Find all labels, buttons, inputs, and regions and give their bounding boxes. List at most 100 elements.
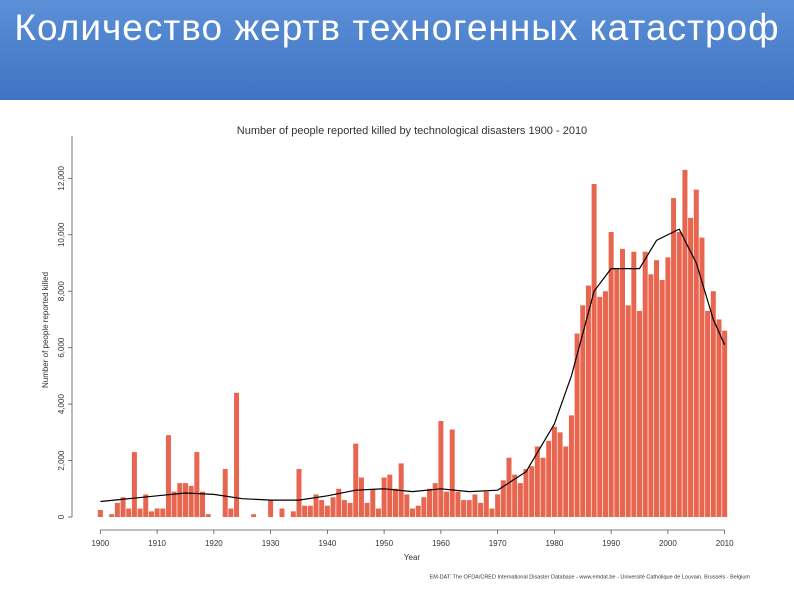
bar bbox=[313, 494, 319, 517]
trend-line bbox=[100, 228, 726, 503]
bar bbox=[710, 291, 716, 517]
bar bbox=[319, 500, 325, 517]
bar bbox=[546, 440, 552, 517]
bar bbox=[557, 432, 563, 517]
x-tick-label: 1930 bbox=[262, 539, 280, 548]
x-tick-label: 1940 bbox=[318, 539, 336, 548]
bar bbox=[120, 497, 126, 517]
bar bbox=[154, 508, 160, 517]
x-tick-label: 1900 bbox=[91, 539, 109, 548]
bar bbox=[597, 296, 603, 517]
bar bbox=[614, 268, 620, 517]
x-tick-label: 1960 bbox=[432, 539, 450, 548]
bar bbox=[659, 279, 665, 517]
bar bbox=[234, 392, 240, 517]
y-tick-label: 2,000 bbox=[57, 450, 66, 471]
bar bbox=[625, 305, 631, 517]
bar bbox=[364, 502, 370, 517]
chart-title: Number of people reported killed by tech… bbox=[237, 125, 587, 137]
bar bbox=[97, 509, 103, 517]
bar bbox=[353, 443, 359, 517]
bar bbox=[296, 469, 302, 517]
bar bbox=[682, 169, 688, 517]
bar bbox=[506, 457, 512, 517]
bar bbox=[500, 480, 506, 517]
x-tick-label: 2010 bbox=[716, 539, 734, 548]
bar bbox=[574, 333, 580, 517]
bar bbox=[421, 497, 427, 517]
y-tick-label: 0 bbox=[57, 514, 66, 519]
bar bbox=[637, 310, 643, 517]
x-axis-label: Year bbox=[404, 553, 421, 562]
bar bbox=[602, 291, 608, 517]
bar bbox=[375, 508, 381, 517]
y-tick-label: 12,000 bbox=[57, 166, 66, 191]
bar bbox=[619, 248, 625, 517]
bar bbox=[540, 457, 546, 517]
bar bbox=[290, 511, 296, 517]
bar bbox=[693, 189, 699, 517]
x-tick-label: 1950 bbox=[375, 539, 393, 548]
bar bbox=[228, 508, 234, 517]
bar bbox=[114, 502, 120, 517]
bar bbox=[551, 426, 557, 517]
bar bbox=[194, 452, 200, 517]
header-band bbox=[0, 0, 794, 100]
bar bbox=[671, 198, 677, 518]
bar bbox=[404, 494, 410, 517]
bar bbox=[381, 477, 387, 517]
bar bbox=[330, 497, 336, 517]
bar bbox=[188, 485, 194, 517]
y-tick-label: 10,000 bbox=[57, 222, 66, 247]
x-tick-label: 2000 bbox=[659, 539, 677, 548]
bar bbox=[410, 508, 415, 517]
bar bbox=[529, 466, 535, 517]
bar bbox=[307, 505, 313, 517]
bar bbox=[523, 469, 529, 517]
source-note: EM-DAT: The OFDA/CRED International Disa… bbox=[430, 574, 751, 580]
bar bbox=[205, 514, 211, 517]
bar bbox=[268, 500, 274, 517]
bar bbox=[200, 491, 206, 517]
slide-title: Количество жертв техногенных катастроф bbox=[14, 7, 780, 48]
bar bbox=[347, 502, 353, 517]
bar bbox=[665, 257, 671, 517]
bar bbox=[483, 491, 489, 517]
bar bbox=[279, 508, 285, 517]
bar bbox=[336, 488, 342, 517]
bar bbox=[455, 491, 461, 517]
bar bbox=[563, 446, 569, 517]
y-tick-label: 8,000 bbox=[57, 281, 66, 302]
x-tick-label: 1990 bbox=[602, 539, 620, 548]
bar bbox=[358, 477, 364, 517]
y-tick-label: 6,000 bbox=[57, 337, 66, 358]
bar bbox=[427, 488, 433, 517]
bar bbox=[654, 260, 660, 517]
bar bbox=[705, 310, 711, 517]
bar bbox=[534, 446, 540, 517]
bar bbox=[341, 500, 347, 517]
bar bbox=[585, 285, 591, 517]
y-tick-label: 4,000 bbox=[57, 394, 66, 415]
bar bbox=[137, 508, 143, 517]
bar bbox=[171, 491, 177, 517]
bar bbox=[126, 508, 132, 517]
bar bbox=[688, 217, 694, 517]
bar bbox=[591, 183, 597, 517]
bar bbox=[160, 508, 166, 517]
x-tick-label: 1920 bbox=[205, 539, 223, 548]
bar bbox=[177, 483, 183, 517]
bar bbox=[495, 494, 501, 517]
bar bbox=[676, 231, 682, 517]
bar bbox=[568, 415, 574, 517]
bar bbox=[432, 483, 438, 517]
bar bbox=[517, 483, 523, 517]
bar bbox=[165, 435, 171, 517]
bar bbox=[631, 251, 637, 517]
bar bbox=[392, 488, 398, 517]
bar bbox=[302, 505, 308, 517]
bar bbox=[648, 274, 654, 517]
bar bbox=[415, 505, 421, 517]
bar bbox=[438, 421, 444, 517]
bar bbox=[148, 511, 154, 517]
